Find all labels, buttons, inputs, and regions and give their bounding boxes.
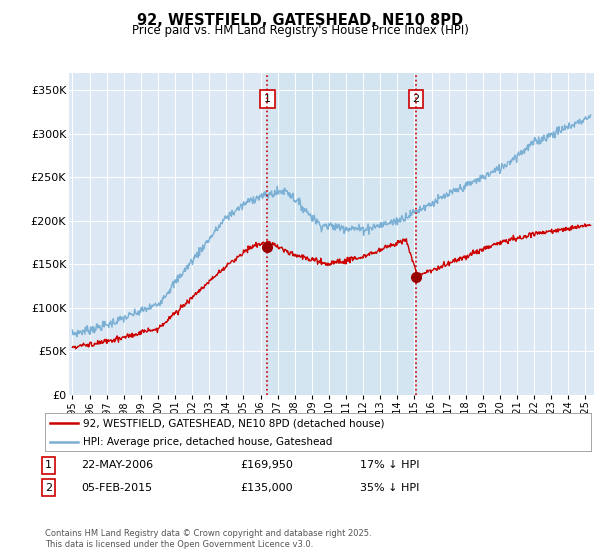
Text: 22-MAY-2006: 22-MAY-2006 — [81, 460, 153, 470]
Text: 2: 2 — [412, 94, 419, 104]
Text: £135,000: £135,000 — [240, 483, 293, 493]
Text: 35% ↓ HPI: 35% ↓ HPI — [360, 483, 419, 493]
Text: 1: 1 — [264, 94, 271, 104]
Text: 1: 1 — [45, 460, 52, 470]
Text: Contains HM Land Registry data © Crown copyright and database right 2025.
This d: Contains HM Land Registry data © Crown c… — [45, 529, 371, 549]
Bar — [267, 73, 416, 395]
Text: 92, WESTFIELD, GATESHEAD, NE10 8PD (detached house): 92, WESTFIELD, GATESHEAD, NE10 8PD (deta… — [83, 418, 385, 428]
Text: £169,950: £169,950 — [240, 460, 293, 470]
Text: 92, WESTFIELD, GATESHEAD, NE10 8PD: 92, WESTFIELD, GATESHEAD, NE10 8PD — [137, 13, 463, 28]
Text: 2: 2 — [45, 483, 52, 493]
Text: HPI: Average price, detached house, Gateshead: HPI: Average price, detached house, Gate… — [83, 437, 332, 447]
Text: 17% ↓ HPI: 17% ↓ HPI — [360, 460, 419, 470]
Text: Price paid vs. HM Land Registry's House Price Index (HPI): Price paid vs. HM Land Registry's House … — [131, 24, 469, 37]
Text: 05-FEB-2015: 05-FEB-2015 — [81, 483, 152, 493]
